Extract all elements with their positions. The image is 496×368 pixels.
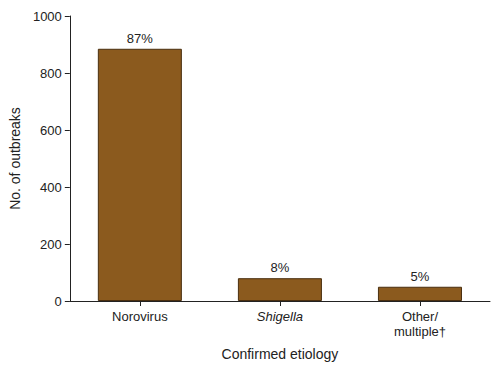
svg-text:400: 400	[40, 180, 62, 195]
svg-text:Norovirus: Norovirus	[112, 309, 168, 324]
svg-text:0: 0	[55, 294, 62, 309]
svg-text:Shigella: Shigella	[257, 309, 303, 324]
svg-text:No. of outbreaks: No. of outbreaks	[7, 107, 23, 210]
svg-text:800: 800	[40, 66, 62, 81]
svg-text:8%: 8%	[271, 260, 290, 275]
svg-text:Confirmed etiology: Confirmed etiology	[222, 346, 339, 362]
svg-text:Other/: Other/	[402, 309, 439, 324]
svg-text:87%: 87%	[127, 31, 153, 46]
svg-text:600: 600	[40, 123, 62, 138]
svg-text:5%: 5%	[411, 269, 430, 284]
svg-text:1000: 1000	[33, 9, 62, 24]
svg-text:200: 200	[40, 237, 62, 252]
svg-text:multiple†: multiple†	[394, 324, 446, 339]
